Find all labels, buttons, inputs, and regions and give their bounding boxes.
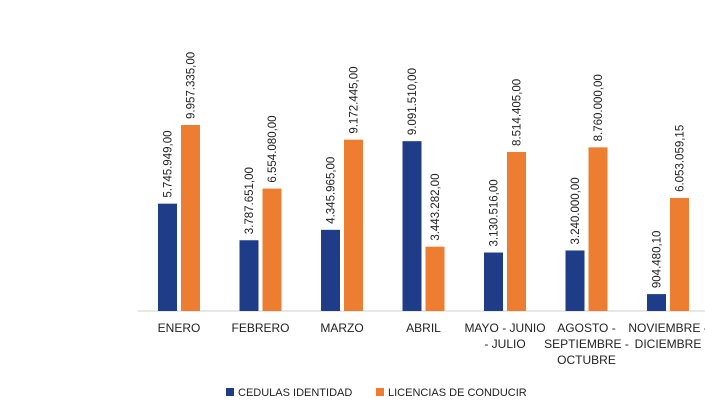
value-label: 8.514.405,00 <box>512 79 524 146</box>
value-label: 3.443.282,00 <box>430 174 442 241</box>
bar <box>181 125 200 311</box>
x-tick-label: ENERO <box>157 321 201 335</box>
value-label: 3.787.651,00 <box>244 167 256 234</box>
value-label: 5.745.949,00 <box>163 131 175 198</box>
bar <box>239 240 259 311</box>
bar <box>425 246 445 311</box>
bar <box>507 151 526 311</box>
value-label: 904.480,10 <box>652 231 664 289</box>
bar <box>158 203 177 311</box>
bar <box>647 294 666 311</box>
value-label: 6.053.059,15 <box>675 125 687 192</box>
legend-label: LICENCIAS DE CONDUCIR <box>388 387 527 399</box>
x-tick-label: MAYO - JUNIO - JULIO <box>464 321 546 351</box>
bar <box>670 197 689 311</box>
bar <box>321 229 340 311</box>
value-label: 4.345.965,00 <box>326 157 338 224</box>
value-label: 9.091.510,00 <box>407 68 419 135</box>
value-label: 9.957.335,00 <box>186 52 198 119</box>
x-tick-label: NOVIEMBRE - DICIEMBRE <box>628 321 705 351</box>
value-label: 9.172.445,00 <box>349 67 361 134</box>
bar <box>484 252 503 311</box>
bar <box>262 188 282 311</box>
bar <box>344 139 363 311</box>
bar <box>588 147 608 311</box>
x-tick-label: AGOSTO - SEPTIEMBRE - OCTUBRE <box>544 321 629 367</box>
legend-label: CEDULAS IDENTIDAD <box>238 387 352 399</box>
value-label: 8.760.000,00 <box>593 74 605 141</box>
x-tick-label: FEBRERO <box>231 321 290 335</box>
value-label: 6.554.080,00 <box>267 115 279 182</box>
legend-swatch <box>226 388 234 396</box>
value-label: 3.240.000,00 <box>570 177 582 244</box>
x-tick-label: ABRIL <box>406 321 441 335</box>
value-label: 3.130.516,00 <box>489 179 501 246</box>
bar <box>565 250 585 311</box>
bar <box>402 141 422 311</box>
x-tick-label: MARZO <box>320 321 364 335</box>
legend-swatch <box>376 388 384 396</box>
